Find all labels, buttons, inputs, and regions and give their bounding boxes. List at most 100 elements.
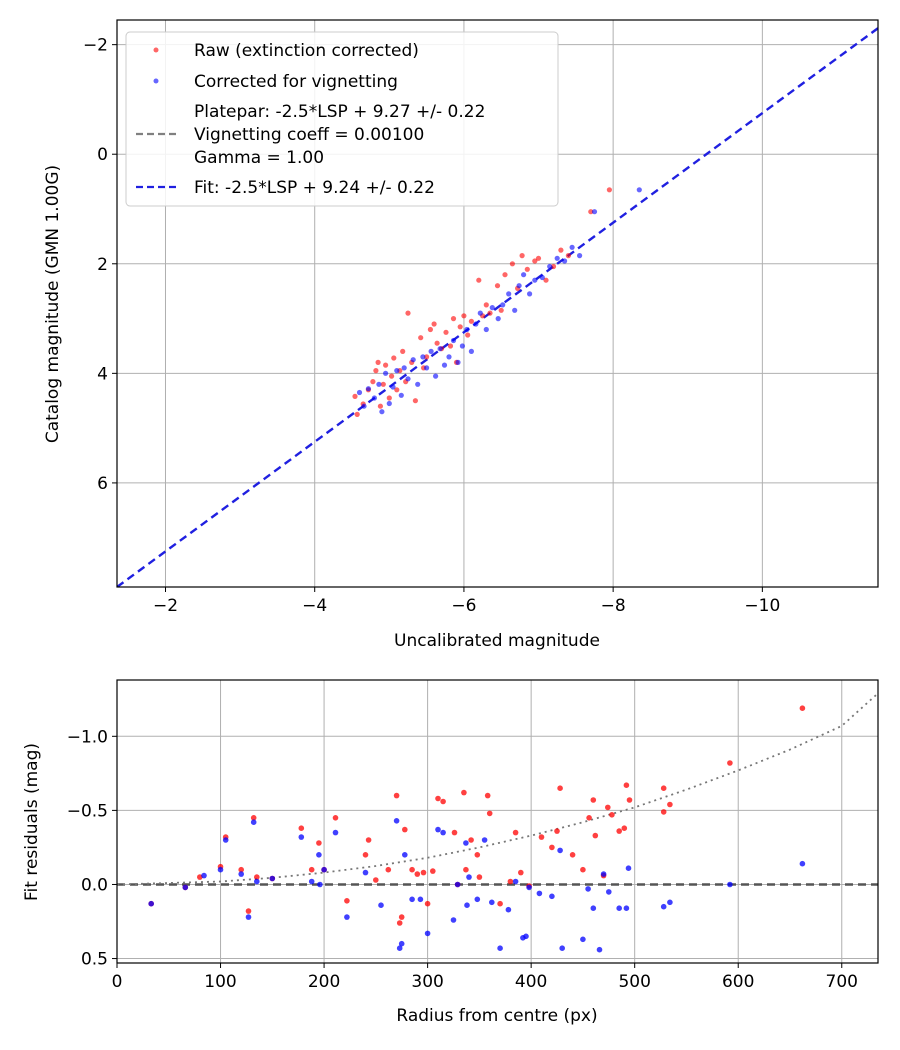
bottom-point-s1-47 [585, 886, 591, 892]
top-point-s0-52 [588, 209, 594, 215]
top-y-tick-label-1: 0 [97, 145, 108, 165]
bottom-point-s0-37 [476, 874, 483, 880]
bottom-point-s1-25 [424, 930, 431, 937]
bottom-point-s0-55 [605, 804, 611, 811]
bottom-point-s1-32 [466, 874, 472, 880]
top-point-s1-36 [521, 272, 527, 278]
bottom-point-s1-22 [402, 852, 408, 858]
top-point-s0-1 [354, 411, 360, 417]
bottom-x-tick-label-5: 500 [618, 972, 650, 992]
bottom-point-s0-7 [250, 815, 257, 821]
bottom-x-tick-label-7: 700 [826, 972, 858, 992]
bottom-point-s0-33 [461, 789, 467, 796]
bottom-point-s1-10 [298, 834, 305, 840]
bottom-x-tick-label-3: 300 [411, 972, 443, 992]
bottom-point-s1-34 [481, 837, 488, 843]
top-point-s0-48 [543, 277, 549, 283]
top-point-s1-20 [441, 362, 448, 368]
bottom-point-s1-5 [238, 871, 244, 877]
bottom-point-s0-22 [398, 914, 405, 920]
top-point-s0-44 [519, 253, 525, 259]
legend-marker-corrected [153, 78, 159, 84]
bottom-point-s0-30 [440, 798, 446, 805]
top-point-s1-25 [464, 326, 470, 333]
top-x-tick-label-1: −4 [302, 596, 327, 616]
bottom-point-s1-27 [440, 829, 446, 836]
top-point-s0-6 [375, 359, 381, 365]
bottom-point-s0-62 [660, 785, 667, 791]
top-point-s0-32 [461, 313, 467, 319]
bottom-point-s0-23 [402, 826, 408, 833]
top-point-s1-9 [394, 368, 400, 374]
top-point-s1-0 [356, 389, 363, 396]
top-point-s1-33 [506, 291, 512, 297]
bottom-grid [116, 680, 878, 963]
top-point-s0-45 [524, 266, 530, 272]
bottom-point-s1-33 [474, 896, 481, 903]
bottom-point-s1-23 [409, 896, 415, 903]
bottom-point-s0-38 [484, 792, 491, 799]
top-point-s1-8 [390, 384, 396, 390]
top-point-s1-14 [415, 381, 421, 387]
top-ticks: −2 −4 −6 −8 −10 −2 0 2 4 6 [83, 36, 780, 616]
legend-box [125, 31, 559, 207]
bottom-point-s0-39 [486, 810, 493, 817]
top-point-s1-13 [410, 357, 416, 363]
top-point-s0-41 [502, 272, 508, 278]
bottom-point-s0-63 [667, 801, 673, 808]
top-point-s0-47 [535, 255, 542, 261]
top-point-s1-11 [401, 365, 407, 371]
bottom-point-s1-37 [505, 906, 512, 913]
top-point-s1-22 [450, 337, 457, 344]
bottom-point-s1-21 [398, 940, 405, 947]
top-point-s0-24 [431, 321, 437, 327]
top-x-axis-label: Uncalibrated magnitude [394, 631, 600, 651]
top-point-s0-42 [509, 261, 515, 267]
bottom-point-s0-20 [393, 792, 400, 799]
top-point-s0-46 [532, 258, 538, 264]
top-point-s0-5 [373, 368, 379, 374]
top-point-s0-19 [412, 398, 418, 404]
top-point-s1-5 [379, 409, 385, 415]
bottom-point-s1-51 [606, 889, 612, 895]
bottom-point-s1-19 [393, 818, 400, 824]
bottom-y-tick-label-1: 0.0 [81, 875, 108, 895]
bottom-point-s1-46 [580, 936, 586, 943]
bottom-point-s0-46 [549, 844, 555, 851]
bottom-point-s1-2 [201, 872, 207, 879]
top-point-s1-38 [532, 277, 538, 283]
bottom-point-s0-18 [373, 877, 379, 883]
bottom-point-s0-56 [609, 812, 615, 818]
magnitude-scatter-chart: −2 −4 −6 −8 −10 −2 0 2 4 6 Uncalibrated magnitude… [43, 19, 879, 651]
bottom-point-s1-44 [557, 847, 563, 854]
top-point-s0-35 [476, 277, 482, 283]
top-y-tick-label-4: 6 [97, 474, 108, 494]
bottom-point-s1-17 [362, 869, 369, 876]
bottom-point-s1-6 [245, 914, 252, 920]
legend-label-platepar-line2: Vignetting coeff = 0.00100 [194, 125, 424, 145]
bottom-point-s1-3 [217, 866, 224, 873]
bottom-point-s1-4 [222, 837, 229, 843]
bottom-point-s1-58 [799, 860, 806, 867]
bottom-point-s0-29 [435, 795, 441, 802]
bottom-point-s0-15 [344, 898, 350, 904]
top-point-s0-29 [450, 316, 457, 322]
bottom-point-s0-53 [592, 832, 599, 839]
top-y-axis-label: Catalog magnitude (GMN 1.00G) [43, 165, 63, 443]
bottom-ticks: 0 100 200 300 400 500 600 700 0.5 0.0 −0.5 −1.0 [67, 727, 858, 992]
top-point-s0-0 [352, 393, 358, 399]
bottom-point-s1-53 [623, 905, 630, 911]
bottom-point-s0-27 [424, 900, 431, 907]
top-point-s1-39 [539, 274, 545, 281]
bottom-point-s1-31 [464, 902, 470, 908]
bottom-point-s0-6 [245, 908, 252, 914]
top-point-s0-50 [558, 247, 564, 253]
bottom-point-s1-15 [332, 829, 339, 836]
top-x-tick-label-0: −2 [153, 596, 178, 616]
legend-marker-raw [153, 47, 159, 53]
top-point-s0-49 [550, 263, 557, 270]
bottom-x-axis-label: Radius from centre (px) [396, 1006, 597, 1026]
bottom-point-s1-28 [450, 917, 457, 923]
bottom-point-s1-57 [727, 881, 733, 888]
